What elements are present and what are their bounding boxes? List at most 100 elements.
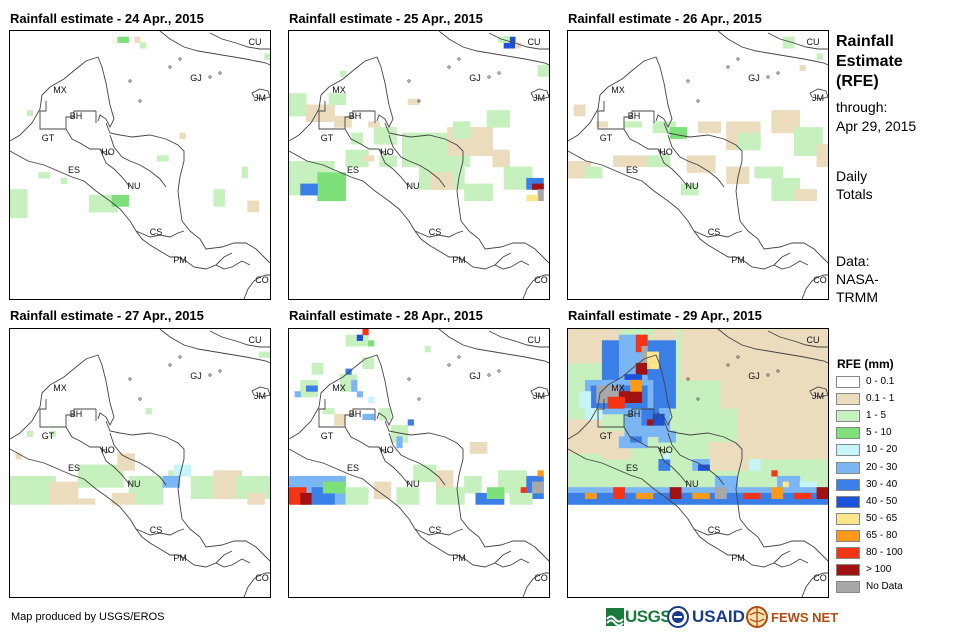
panel-title-5: Rainfall estimate - 28 Apr., 2015 [289, 308, 483, 323]
rainfall-cell [754, 166, 784, 179]
coastline-border [209, 330, 270, 348]
coastline-border [109, 134, 167, 188]
sidebar-title-line: Rainfall [836, 33, 894, 50]
country-label: MX [332, 85, 346, 95]
country-label: NU [686, 181, 699, 191]
island-outline [447, 363, 451, 367]
country-label: CS [708, 227, 721, 237]
rainfall-cell [771, 110, 801, 134]
rainfall-cell [585, 166, 603, 179]
usgs-logo: USGS [606, 605, 672, 629]
fews-net-logo-text: FEWS NET [771, 609, 839, 625]
rainfall-cell [117, 36, 130, 43]
rainfall-cell [726, 166, 750, 185]
country-label: GT [321, 133, 334, 143]
coastline-border [99, 446, 131, 486]
rainfall-cell [111, 194, 130, 207]
coastline-border [568, 448, 809, 568]
coastline-border [384, 420, 549, 562]
country-label: ES [68, 165, 80, 175]
rainfall-cell [362, 413, 375, 420]
country-label: CO [534, 275, 548, 285]
rainfall-cell [15, 453, 22, 460]
rainfall-cell [503, 166, 533, 190]
legend-label: > 100 [866, 564, 892, 576]
rainfall-cell [624, 121, 642, 128]
rainfall-cell [698, 121, 722, 134]
country-label: PM [731, 553, 745, 563]
island-outline [497, 369, 501, 373]
rainfall-cell [60, 177, 68, 185]
island-outline [487, 75, 491, 79]
coastline-border [667, 134, 725, 188]
rainfall-cell [681, 329, 828, 381]
country-label: ES [347, 463, 359, 473]
rainfall-cell [258, 351, 270, 358]
country-label: CS [429, 227, 442, 237]
rainfall-cell [145, 408, 152, 415]
rainfall-cell [117, 453, 135, 471]
rainfall-cell [630, 379, 642, 392]
island-outline [407, 377, 411, 381]
rainfall-cell [77, 498, 96, 505]
country-label: CU [249, 37, 262, 47]
country-label: GT [42, 431, 55, 441]
country-label: HO [101, 445, 115, 455]
rainfall-cell [568, 419, 603, 454]
rainfall-cell [356, 391, 363, 398]
country-label: GT [42, 133, 55, 143]
coastline-border [388, 432, 446, 486]
rainfall-cell [368, 340, 375, 347]
legend-swatch [836, 478, 860, 491]
island-outline [218, 71, 222, 75]
country-label: BH [349, 111, 362, 121]
country-label: CU [528, 37, 541, 47]
island-outline [686, 377, 690, 381]
rainfall-cell [464, 475, 482, 494]
rainfall-cell [686, 155, 716, 173]
rainfall-cell [134, 36, 141, 43]
island-outline [168, 65, 172, 69]
country-label: PM [452, 255, 466, 265]
island-outline [457, 355, 461, 359]
coastline-border [663, 420, 828, 562]
island-outline [407, 79, 411, 83]
legend-label: 30 - 40 [866, 478, 898, 490]
legend-label: 80 - 100 [866, 547, 903, 558]
rainfall-cell [373, 481, 392, 500]
rainfall-cell [368, 121, 380, 128]
rainfall-cell [669, 487, 682, 499]
coastline-border [623, 128, 669, 156]
island-outline [776, 71, 780, 75]
island-outline [128, 377, 132, 381]
country-label: CO [813, 275, 827, 285]
country-label: HO [380, 445, 394, 455]
coastline-border [522, 274, 549, 299]
rainfall-cell [464, 183, 493, 202]
rainfall-cell [334, 413, 346, 426]
country-label: GT [600, 431, 613, 441]
country-label: GJ [748, 371, 760, 381]
rainfall-cell [396, 436, 403, 449]
legend-label: 20 - 30 [866, 461, 898, 473]
coastline-border [105, 122, 270, 264]
rainfall-cell [10, 189, 28, 218]
country-label: BH [70, 409, 83, 419]
rainfall-cell [635, 362, 648, 375]
rainfall-cell [585, 492, 597, 500]
coastline-border [39, 101, 96, 130]
island-outline [168, 363, 172, 367]
legend-swatch [836, 564, 860, 577]
rainfall-cell [526, 194, 539, 202]
rainfall-cell [294, 391, 301, 398]
country-label: HO [101, 147, 115, 157]
rainfall-cell [498, 470, 527, 494]
rainfall-cell [306, 104, 335, 122]
map-credit: Map produced by USGS/EROS [11, 611, 165, 623]
rainfall-map-3: CU MX GJ JM BH GT HO ES NU CS PM CO [567, 30, 829, 300]
country-label: HO [659, 445, 673, 455]
rainfall-cell [635, 334, 648, 353]
rainfall-cell [771, 177, 801, 201]
usgs-wave-icon [606, 608, 624, 626]
coastline-border [488, 32, 549, 50]
